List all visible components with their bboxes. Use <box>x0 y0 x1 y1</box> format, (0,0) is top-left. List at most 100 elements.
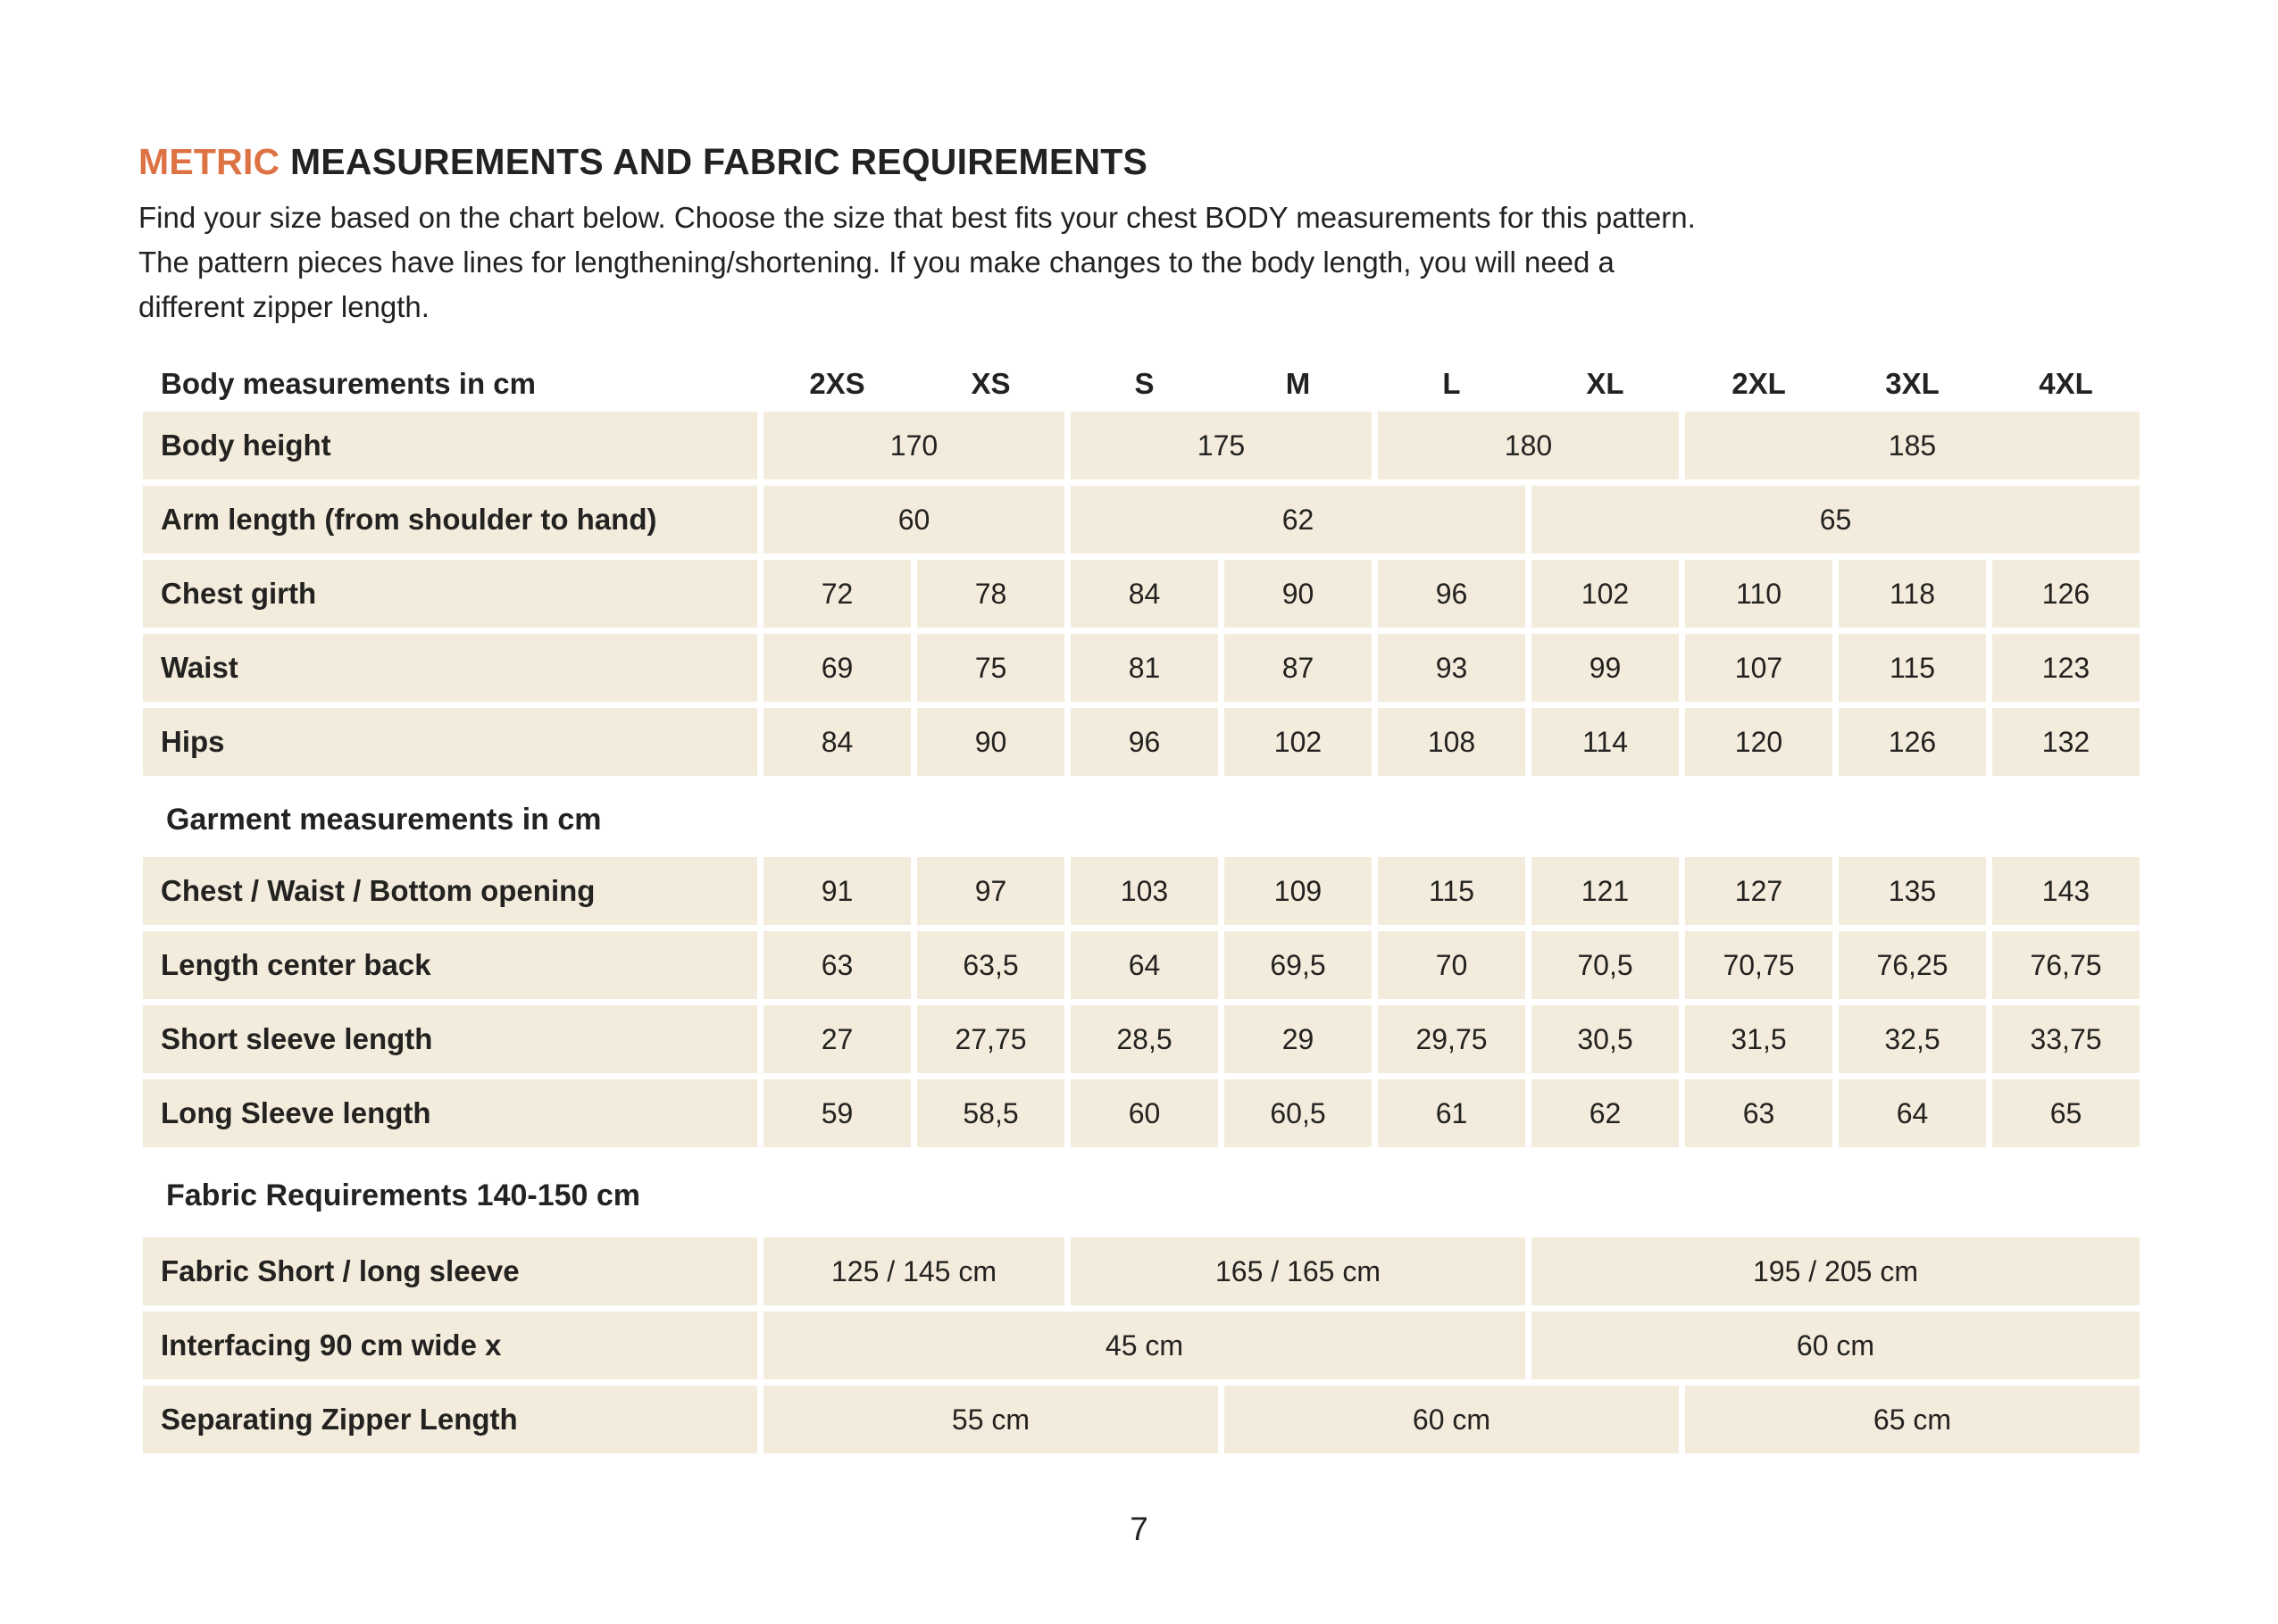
value-cell: 115 <box>1839 634 1986 702</box>
value-cell: 110 <box>1685 560 1832 628</box>
row-label: Short sleeve length <box>143 1005 757 1073</box>
value-cell: 114 <box>1531 708 1679 776</box>
value-cell: 32,5 <box>1839 1005 1986 1073</box>
table-row: Arm length (from shoulder to hand) 60 62 65 <box>143 486 2140 554</box>
value-cell: 175 <box>1071 412 1372 479</box>
table-row: Separating Zipper Length 55 cm 60 cm 65 cm <box>143 1386 2140 1453</box>
value-cell: 103 <box>1071 857 1218 925</box>
value-cell: 61 <box>1378 1079 1525 1147</box>
value-cell: 27,75 <box>917 1005 1064 1073</box>
value-cell: 60,5 <box>1224 1079 1372 1147</box>
value-cell: 87 <box>1224 634 1372 702</box>
value-cell: 118 <box>1839 560 1986 628</box>
value-cell: 120 <box>1685 708 1832 776</box>
size-column-header: 2XS <box>809 367 865 400</box>
measurement-table: Body measurements in cm 2XS XS S M L XL 2XL 3XL… <box>143 356 2140 1453</box>
table-row: Interfacing 90 cm wide x 45 cm 60 cm <box>143 1312 2140 1379</box>
value-cell: 63,5 <box>917 931 1064 999</box>
table-row: Short sleeve length 27 27,75 28,5 29 29,75 30,… <box>143 1005 2140 1073</box>
value-cell: 107 <box>1685 634 1832 702</box>
value-cell: 72 <box>764 560 911 628</box>
value-cell: 65 <box>1531 486 2140 554</box>
value-cell: 170 <box>764 412 1064 479</box>
size-column-header: M <box>1285 367 1311 400</box>
value-cell: 64 <box>1839 1079 1986 1147</box>
value-cell: 63 <box>764 931 911 999</box>
value-cell: 84 <box>764 708 911 776</box>
row-label: Separating Zipper Length <box>143 1386 757 1453</box>
size-column-header: 3XL <box>1885 367 1940 400</box>
size-column-header: XS <box>971 367 1011 400</box>
table-row: Chest girth 72 78 84 90 96 102 110 118 126 <box>143 560 2140 628</box>
value-cell: 93 <box>1378 634 1525 702</box>
value-cell: 69,5 <box>1224 931 1372 999</box>
table-row: Fabric Short / long sleeve 125 / 145 cm 16… <box>143 1237 2140 1305</box>
value-cell: 62 <box>1531 1079 1679 1147</box>
value-cell: 31,5 <box>1685 1005 1832 1073</box>
value-cell: 62 <box>1071 486 1525 554</box>
value-cell: 97 <box>917 857 1064 925</box>
size-column-header: XL <box>1586 367 1624 400</box>
value-cell: 55 cm <box>764 1386 1218 1453</box>
table-row: Body height 170 175 180 185 <box>143 412 2140 479</box>
value-cell: 78 <box>917 560 1064 628</box>
intro-line: The pattern pieces have lines for length… <box>138 246 1615 279</box>
row-label: Fabric Short / long sleeve <box>143 1237 757 1305</box>
page-title-rest: MEASUREMENTS AND FABRIC REQUIREMENTS <box>280 141 1148 182</box>
value-cell: 60 cm <box>1224 1386 1679 1453</box>
value-cell: 121 <box>1531 857 1679 925</box>
value-cell: 70,5 <box>1531 931 1679 999</box>
table-header-label: Body measurements in cm <box>161 367 536 400</box>
value-cell: 75 <box>917 634 1064 702</box>
value-cell: 165 / 165 cm <box>1071 1237 1525 1305</box>
value-cell: 58,5 <box>917 1079 1064 1147</box>
value-cell: 27 <box>764 1005 911 1073</box>
table-row: Long Sleeve length 59 58,5 60 60,5 61 62 63 64 65 <box>143 1079 2140 1147</box>
value-cell: 126 <box>1992 560 2140 628</box>
value-cell: 180 <box>1378 412 1679 479</box>
table-row: Hips 84 90 96 102 108 114 120 126 132 <box>143 708 2140 776</box>
intro-line: Find your size based on the chart below.… <box>138 201 1696 234</box>
value-cell: 102 <box>1224 708 1372 776</box>
table-row: Waist 69 75 81 87 93 99 107 115 123 <box>143 634 2140 702</box>
table-header-row: Body measurements in cm 2XS XS S M L XL 2XL 3XL… <box>143 356 2140 412</box>
value-cell: 59 <box>764 1079 911 1147</box>
value-cell: 29 <box>1224 1005 1372 1073</box>
row-label: Arm length (from shoulder to hand) <box>143 486 757 554</box>
value-cell: 123 <box>1992 634 2140 702</box>
value-cell: 64 <box>1071 931 1218 999</box>
value-cell: 70 <box>1378 931 1525 999</box>
value-cell: 30,5 <box>1531 1005 1679 1073</box>
value-cell: 29,75 <box>1378 1005 1525 1073</box>
value-cell: 28,5 <box>1071 1005 1218 1073</box>
size-column-header: 2XL <box>1731 367 1786 400</box>
page-title: METRIC MEASUREMENTS AND FABRIC REQUIREME… <box>138 141 2174 183</box>
section-header: Garment measurements in cm <box>166 802 602 837</box>
page-title-accent: METRIC <box>138 141 280 182</box>
value-cell: 96 <box>1378 560 1525 628</box>
value-cell: 70,75 <box>1685 931 1832 999</box>
page-number: 7 <box>1130 1511 1148 1547</box>
page-content: METRIC MEASUREMENTS AND FABRIC REQUIREME… <box>138 141 2174 1460</box>
row-label: Waist <box>143 634 757 702</box>
row-label: Length center back <box>143 931 757 999</box>
value-cell: 76,25 <box>1839 931 1986 999</box>
size-column-header: L <box>1442 367 1461 400</box>
value-cell: 96 <box>1071 708 1218 776</box>
value-cell: 90 <box>1224 560 1372 628</box>
intro-paragraph: Find your size based on the chart below.… <box>138 196 2174 329</box>
row-label: Long Sleeve length <box>143 1079 757 1147</box>
row-label: Interfacing 90 cm wide x <box>143 1312 757 1379</box>
value-cell: 126 <box>1839 708 1986 776</box>
value-cell: 65 <box>1992 1079 2140 1147</box>
value-cell: 132 <box>1992 708 2140 776</box>
value-cell: 135 <box>1839 857 1986 925</box>
size-column-header: 4XL <box>2039 367 2093 400</box>
size-column-header: S <box>1134 367 1155 400</box>
value-cell: 99 <box>1531 634 1679 702</box>
value-cell: 60 <box>1071 1079 1218 1147</box>
value-cell: 102 <box>1531 560 1679 628</box>
value-cell: 195 / 205 cm <box>1531 1237 2140 1305</box>
value-cell: 90 <box>917 708 1064 776</box>
